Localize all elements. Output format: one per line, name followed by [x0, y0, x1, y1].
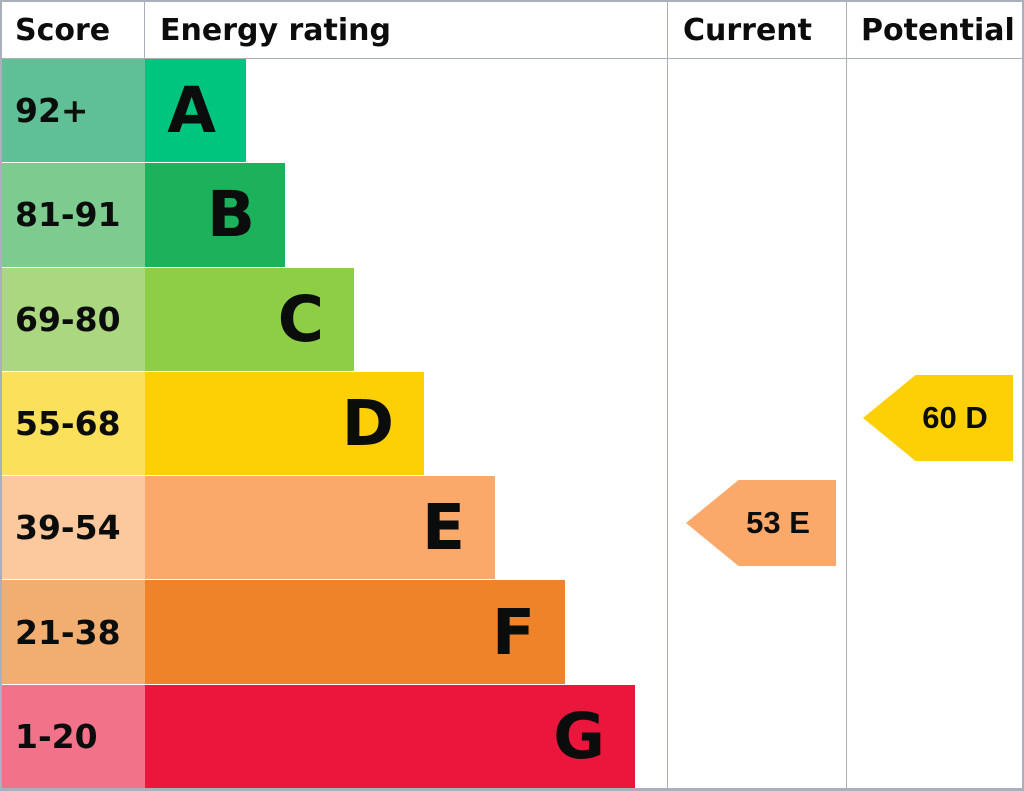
- rating-bar: F: [145, 580, 565, 684]
- score-range: 69-80: [2, 267, 145, 371]
- potential-column-divider: [846, 2, 847, 788]
- rating-row: 1-20 G: [2, 684, 1022, 788]
- rating-letter: G: [553, 699, 605, 773]
- header-energy-rating: Energy rating: [160, 12, 391, 48]
- rating-rows: 92+ A 81-91 B 69-80 C 55-68 D 39-54 E 21…: [2, 59, 1022, 788]
- rating-bar: D: [145, 371, 424, 476]
- score-range: 1-20: [2, 684, 145, 788]
- rating-letter: F: [491, 595, 535, 669]
- rating-bar: C: [145, 267, 354, 371]
- score-range: 81-91: [2, 163, 145, 267]
- rating-row: 55-68 D: [2, 371, 1022, 477]
- header-potential: Potential: [861, 12, 1015, 48]
- rating-letter: B: [206, 178, 255, 252]
- rating-bar: B: [145, 163, 285, 267]
- header-score: Score: [2, 2, 145, 58]
- potential-rating-label: 60 D: [922, 400, 988, 435]
- score-range: 92+: [2, 59, 145, 163]
- rating-row: 81-91 B: [2, 163, 1022, 268]
- rating-letter: C: [277, 282, 324, 356]
- rating-row: 69-80 C: [2, 267, 1022, 372]
- header-current: Current: [683, 12, 813, 48]
- rating-row: 21-38 F: [2, 580, 1022, 685]
- rating-letter: E: [421, 491, 465, 565]
- rating-letter: A: [167, 74, 216, 148]
- rating-row: 92+ A: [2, 59, 1022, 164]
- rating-bar: A: [145, 59, 246, 163]
- chart-header-row: Score Energy rating Current Potential: [2, 2, 1022, 59]
- score-range: 55-68: [2, 371, 145, 476]
- score-range: 39-54: [2, 476, 145, 580]
- rating-letter: D: [341, 386, 394, 460]
- rating-bar: G: [145, 684, 635, 788]
- current-column-divider: [667, 2, 668, 788]
- rating-row: 39-54 E: [2, 476, 1022, 581]
- rating-bar: E: [145, 476, 495, 580]
- current-rating-label: 53 E: [746, 505, 810, 540]
- score-range: 21-38: [2, 580, 145, 684]
